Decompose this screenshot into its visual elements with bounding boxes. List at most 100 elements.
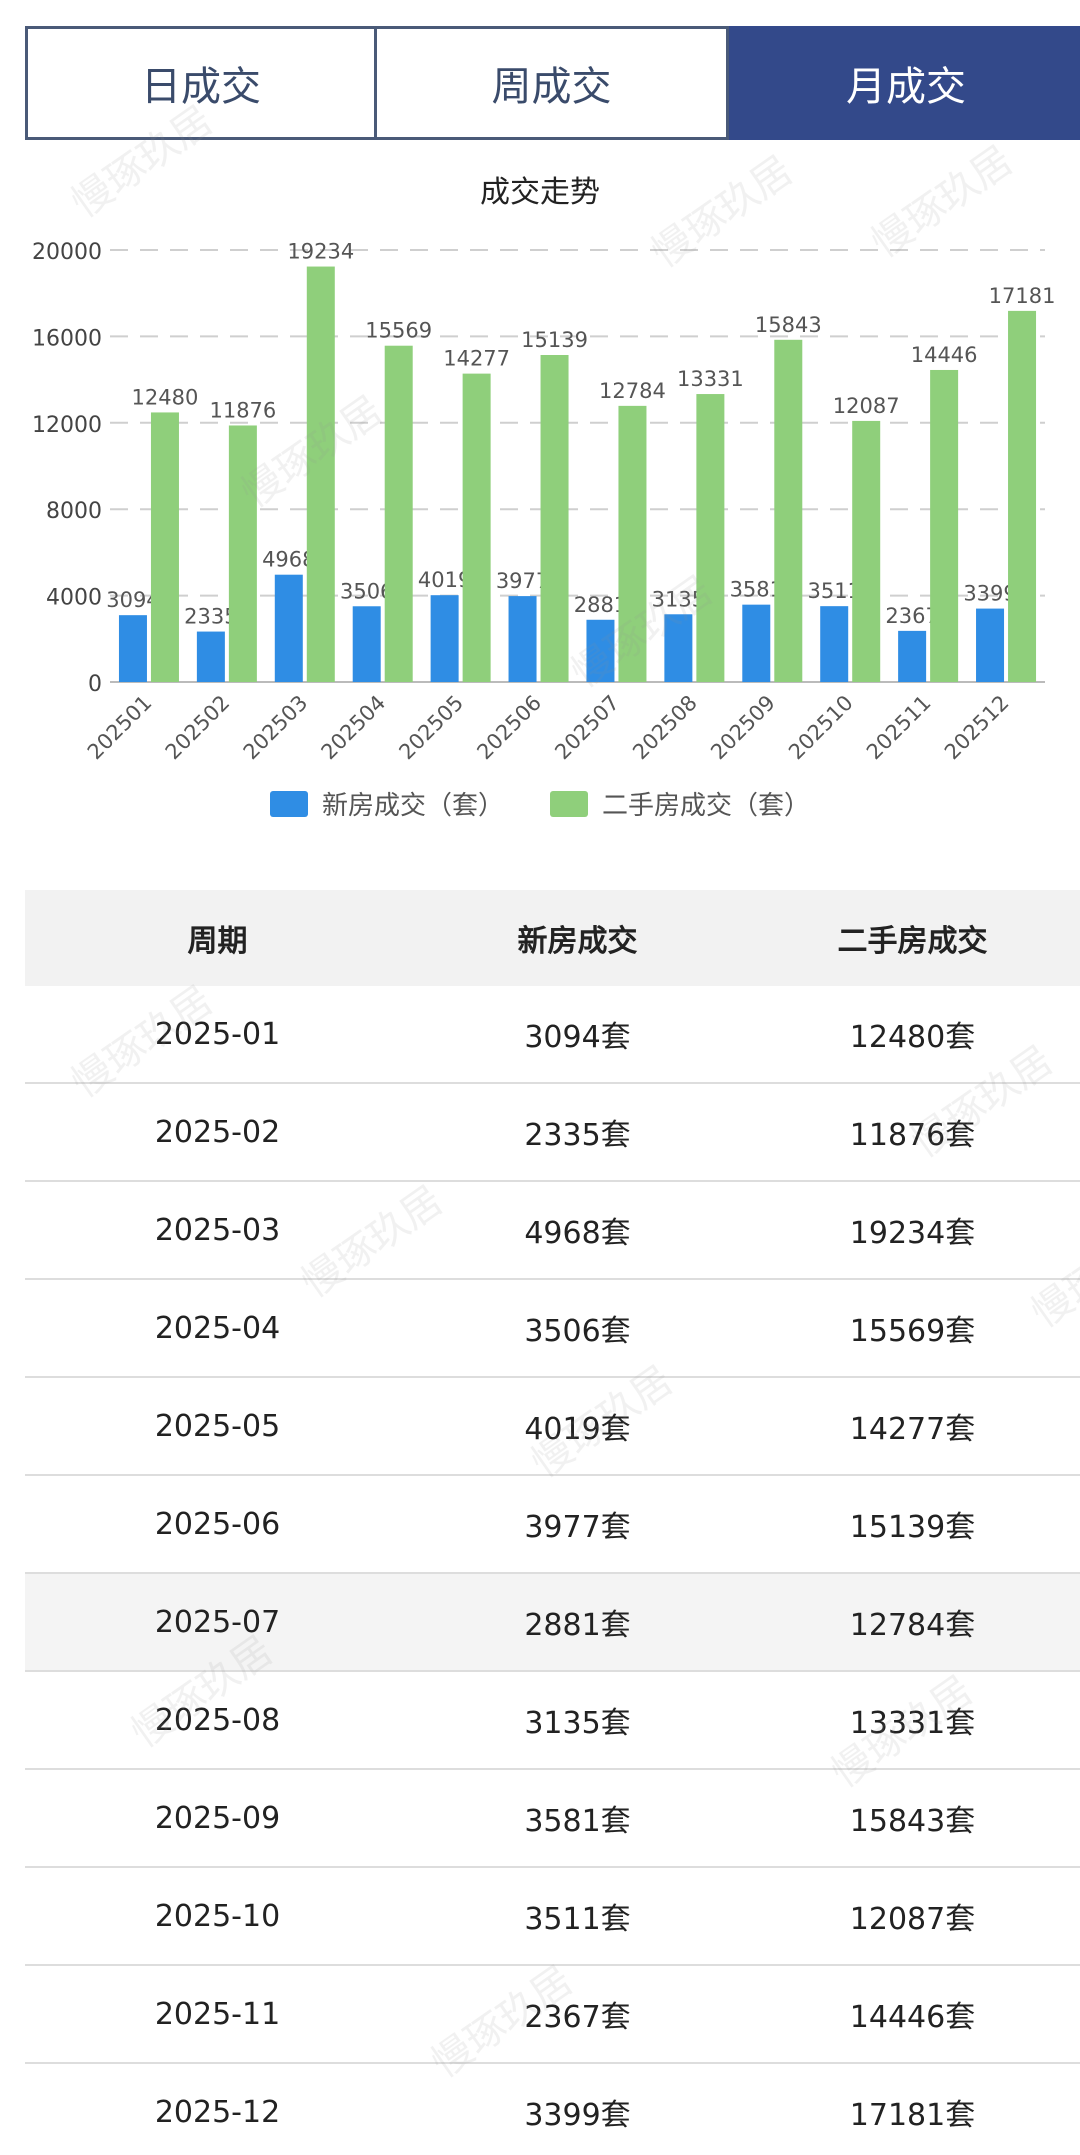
data-label-second-hand: 13331: [677, 367, 744, 391]
table-row[interactable]: 2025-10 3511套 12087套: [25, 1868, 1080, 1966]
y-tick-label: 8000: [46, 499, 102, 524]
x-tick-label: 202506: [472, 691, 546, 765]
legend-label-second-hand: 二手房成交（套）: [602, 791, 811, 821]
legend-swatch-second-hand: [550, 790, 588, 817]
y-tick-label: 12000: [32, 413, 102, 438]
legend-item-second-hand[interactable]: 二手房成交（套）: [550, 785, 810, 822]
table-row[interactable]: 2025-05 4019套 14277套: [25, 1378, 1080, 1476]
bar-new-house: [820, 606, 849, 682]
x-tick-label: 202501: [83, 691, 157, 765]
table-row[interactable]: 2025-12 3399套 17181套: [25, 2064, 1080, 2155]
bar-second-hand: [540, 354, 569, 682]
data-label-new-house: 2335: [184, 605, 237, 629]
cell-second-hand: 12784套: [849, 1608, 976, 1643]
cell-second-hand: 15139套: [849, 1510, 976, 1545]
bar-second-hand: [696, 394, 725, 682]
bar-second-hand: [462, 373, 491, 682]
data-label-second-hand: 12087: [833, 394, 900, 418]
data-label-second-hand: 17181: [989, 284, 1056, 308]
table-row[interactable]: 2025-06 3977套 15139套: [25, 1476, 1080, 1574]
cell-new-house: 3511套: [524, 1902, 631, 1937]
x-tick-label: 202503: [239, 691, 313, 765]
table-body: 2025-01 3094套 12480套 2025-02 2335套 11876套 2025…: [25, 986, 1080, 2155]
header-new-house: 新房成交: [517, 924, 638, 959]
cell-second-hand: 15843套: [849, 1804, 976, 1839]
cell-new-house: 3977套: [524, 1510, 631, 1545]
cell-new-house: 3581套: [524, 1804, 631, 1839]
data-label-second-hand: 11876: [209, 398, 276, 422]
x-tick-label: 202507: [550, 691, 624, 765]
data-label-new-house: 3977: [496, 569, 549, 593]
tab-daily[interactable]: 日成交: [25, 26, 377, 140]
data-label-new-house: 2367: [885, 604, 938, 628]
bar-new-house: [352, 606, 381, 682]
cell-period: 2025-10: [154, 1898, 281, 1934]
y-tick-label: 4000: [46, 586, 102, 611]
cell-new-house: 3135套: [524, 1706, 631, 1741]
bar-new-house: [274, 574, 303, 682]
bar-new-house: [430, 595, 459, 682]
cell-new-house: 2335套: [524, 1118, 631, 1153]
cell-period: 2025-04: [154, 1310, 281, 1346]
data-label-second-hand: 15139: [521, 328, 588, 352]
chart-title: 成交走势: [480, 175, 600, 210]
cell-period: 2025-01: [154, 1016, 281, 1052]
x-tick-label: 202505: [394, 691, 468, 765]
bar-new-house: [742, 604, 771, 682]
cell-second-hand: 19234套: [849, 1216, 976, 1251]
table-row[interactable]: 2025-04 3506套 15569套: [25, 1280, 1080, 1378]
bar-second-hand: [150, 412, 179, 682]
y-tick-label: 0: [88, 672, 102, 697]
bar-second-hand: [774, 339, 803, 682]
data-label-new-house: 4019: [418, 568, 471, 592]
data-label-second-hand: 19234: [287, 240, 354, 264]
data-label-second-hand: 15843: [755, 313, 822, 337]
data-label-second-hand: 14446: [911, 343, 978, 367]
table-row[interactable]: 2025-11 2367套 14446套: [25, 1966, 1080, 2064]
bar-new-house: [196, 631, 225, 682]
cell-period: 2025-11: [154, 1996, 281, 2032]
legend-item-new-house[interactable]: 新房成交（套）: [269, 785, 504, 822]
tab-monthly[interactable]: 月成交: [729, 26, 1080, 140]
cell-second-hand: 11876套: [849, 1118, 976, 1153]
data-label-second-hand: 15569: [365, 319, 432, 343]
period-tabs: 日成交 周成交 月成交: [25, 26, 1080, 140]
table-row[interactable]: 2025-08 3135套 13331套: [25, 1672, 1080, 1770]
cell-new-house: 2881套: [524, 1608, 631, 1643]
cell-second-hand: 13331套: [849, 1706, 976, 1741]
x-tick-label: 202509: [706, 691, 780, 765]
table-row[interactable]: 2025-03 4968套 19234套: [25, 1182, 1080, 1280]
data-label-new-house: 3135: [652, 587, 705, 611]
cell-period: 2025-08: [154, 1702, 281, 1738]
x-tick-label: 202504: [317, 691, 391, 765]
legend-label-new-house: 新房成交（套）: [321, 791, 504, 821]
bar-second-hand: [228, 425, 257, 682]
transaction-table: 周期 新房成交 二手房成交 2025-01 3094套 12480套 2025-02 2…: [25, 890, 1080, 2155]
cell-new-house: 3399套: [524, 2098, 631, 2133]
table-row[interactable]: 2025-02 2335套 11876套: [25, 1084, 1080, 1182]
cell-second-hand: 12480套: [849, 1020, 976, 1055]
bar-second-hand: [384, 345, 413, 682]
tab-weekly[interactable]: 周成交: [377, 26, 729, 140]
table-row[interactable]: 2025-07 2881套 12784套: [25, 1574, 1080, 1672]
cell-new-house: 3094套: [524, 1020, 631, 1055]
bar-second-hand: [1008, 310, 1037, 682]
cell-second-hand: 14446套: [849, 2000, 976, 2035]
cell-second-hand: 14277套: [849, 1412, 976, 1447]
table-row[interactable]: 2025-01 3094套 12480套: [25, 986, 1080, 1084]
bar-second-hand: [930, 369, 959, 682]
data-label-second-hand: 12784: [599, 379, 666, 403]
data-label-new-house: 3506: [340, 579, 393, 603]
bar-new-house: [898, 630, 927, 682]
bar-second-hand: [306, 266, 335, 682]
transaction-bar-chart: 0400080001200016000200003094124802025012…: [32, 240, 1056, 765]
data-label-new-house: 2881: [574, 593, 627, 617]
cell-period: 2025-05: [154, 1408, 281, 1444]
cell-new-house: 3506套: [524, 1314, 631, 1349]
cell-period: 2025-02: [154, 1114, 281, 1150]
data-label-new-house: 3094: [106, 588, 159, 612]
y-tick-label: 20000: [32, 240, 102, 265]
data-label-second-hand: 14277: [443, 347, 510, 371]
table-row[interactable]: 2025-09 3581套 15843套: [25, 1770, 1080, 1868]
x-tick-label: 202512: [940, 691, 1014, 765]
